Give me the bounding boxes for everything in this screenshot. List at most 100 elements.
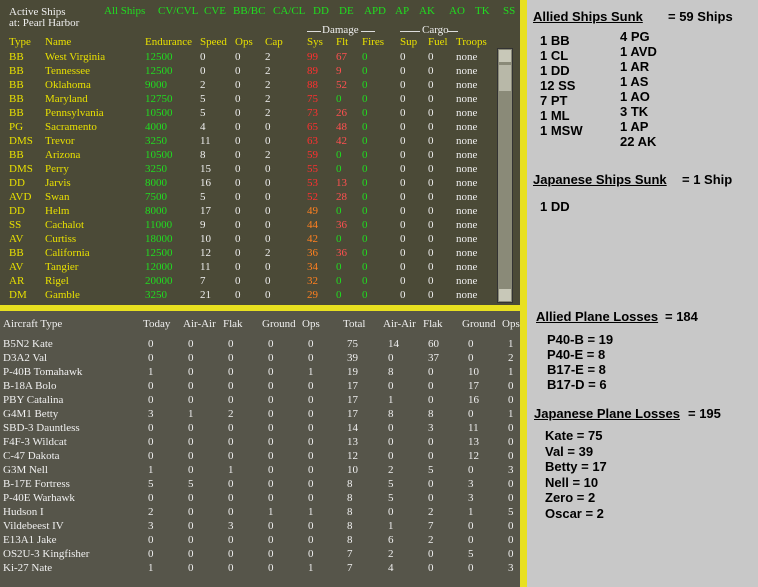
aircraft-cell: 0 [308, 380, 314, 392]
ship-name[interactable]: California [45, 247, 90, 259]
filter-tab[interactable]: APD [364, 5, 387, 17]
aircraft-name: P-40E Warhawk [3, 492, 75, 504]
aircraft-cell: 0 [468, 352, 474, 364]
ship-name: BB [9, 107, 24, 119]
aircraft-cell: 0 [468, 338, 474, 350]
aircraft-cell: 0 [188, 562, 194, 574]
ship-cell: 12750 [145, 93, 173, 105]
aircraft-cell: 0 [188, 450, 194, 462]
ship-cell: 0 [235, 275, 241, 287]
ship-name: DMS [9, 163, 33, 175]
filter-tab[interactable]: CV/CVL [158, 5, 199, 17]
ship-name[interactable]: Oklahoma [45, 79, 91, 91]
filter-tab[interactable]: CVE [204, 5, 226, 17]
ship-name[interactable]: Gamble [45, 289, 80, 301]
summary-item: P40-E = 8 [547, 347, 606, 362]
ship-name[interactable]: Maryland [45, 93, 88, 105]
aircraft-cell: 3 [428, 422, 434, 434]
column-header[interactable]: Endurance [145, 36, 193, 48]
ship-cell: 0 [428, 149, 434, 161]
scroll-up[interactable] [499, 50, 511, 62]
filter-tab[interactable]: AP [395, 5, 410, 17]
column-header[interactable]: Ops [235, 36, 253, 48]
column-header[interactable]: Speed [200, 36, 227, 48]
aircraft-cell: 0 [308, 422, 314, 434]
column-header: Ground [262, 318, 296, 330]
ship-cell: 0 [428, 289, 434, 301]
aircraft-name: G3M Nell [3, 464, 48, 476]
aircraft-name: Vildebeest IV [3, 520, 64, 532]
ship-name[interactable]: Tennessee [45, 65, 91, 77]
column-header[interactable]: Cap [265, 36, 283, 48]
aircraft-cell: 0 [428, 366, 434, 378]
ship-name[interactable]: Perry [45, 163, 69, 175]
column-header[interactable]: Fuel [428, 36, 448, 48]
aircraft-cell: 1 [268, 506, 274, 518]
ship-name[interactable]: Pennsylvania [45, 107, 104, 119]
filter-tab[interactable]: DE [339, 5, 354, 17]
ship-cell: 48 [336, 121, 347, 133]
ship-cell: 8 [200, 149, 206, 161]
ship-cell: 0 [400, 219, 406, 231]
filter-tab[interactable]: AO [449, 5, 465, 17]
column-header[interactable]: Flt [336, 36, 349, 48]
filter-tab[interactable]: SS [503, 5, 516, 17]
ship-name[interactable]: Curtiss [45, 233, 77, 245]
aircraft-cell: 0 [508, 534, 514, 546]
ship-name[interactable]: Trevor [45, 135, 75, 147]
aircraft-cell: 3 [508, 562, 514, 574]
ship-cell: 0 [265, 275, 271, 287]
ship-cell: 11000 [145, 219, 173, 231]
filter-tab[interactable]: All Ships [104, 5, 146, 17]
panel-title: Active Ships [9, 6, 66, 18]
aircraft-cell: 1 [148, 366, 154, 378]
ship-cell: 42 [336, 135, 347, 147]
ship-name[interactable]: Jarvis [45, 177, 71, 189]
column-header: Air-Air [183, 318, 216, 330]
ship-name[interactable]: Swan [45, 191, 70, 203]
column-header[interactable]: Sup [400, 36, 418, 48]
aircraft-cell: 0 [228, 436, 234, 448]
filter-tab[interactable]: DD [313, 5, 329, 17]
ship-cell: 12500 [145, 51, 173, 63]
ship-cell: 18000 [145, 233, 173, 245]
aircraft-name: PBY Catalina [3, 394, 64, 406]
ship-name[interactable]: Sacramento [45, 121, 97, 133]
filter-tab[interactable]: TK [475, 5, 490, 17]
scroll-thumb[interactable] [499, 65, 511, 91]
aircraft-cell: 0 [268, 338, 274, 350]
ship-name[interactable]: Rigel [45, 275, 69, 287]
scroll-down[interactable] [499, 289, 511, 301]
ship-name: BB [9, 149, 24, 161]
column-header[interactable]: Sys [307, 36, 323, 48]
column-header[interactable]: Fires [362, 36, 384, 48]
filter-tab[interactable]: CA/CL [273, 5, 306, 17]
ship-name[interactable]: Helm [45, 205, 70, 217]
filter-tab[interactable]: AK [419, 5, 435, 17]
column-header[interactable]: Name [45, 36, 72, 48]
aircraft-cell: 0 [508, 520, 514, 532]
ship-name[interactable]: Tangier [45, 261, 79, 273]
aircraft-cell: 13 [347, 436, 358, 448]
ship-cell: 2 [265, 247, 271, 259]
filter-tab[interactable]: BB/BC [233, 5, 266, 17]
ship-name: BB [9, 247, 24, 259]
ship-name[interactable]: Arizona [45, 149, 81, 161]
ship-name: DMS [9, 135, 33, 147]
column-header[interactable]: Type [9, 36, 31, 48]
ship-name[interactable]: West Virginia [45, 51, 106, 63]
ship-cell: 0 [362, 233, 368, 245]
ship-cell: 0 [362, 205, 368, 217]
ship-cell: 0 [428, 233, 434, 245]
ship-name[interactable]: Cachalot [45, 219, 85, 231]
ship-cell: 0 [428, 65, 434, 77]
aircraft-cell: 0 [148, 436, 154, 448]
column-header[interactable]: Troops [456, 36, 487, 48]
ship-cell: 29 [307, 289, 318, 301]
aircraft-cell: 2 [148, 506, 154, 518]
ship-cell: 2 [265, 51, 271, 63]
aircraft-cell: 0 [268, 562, 274, 574]
aircraft-cell: 0 [388, 422, 394, 434]
scrollbar[interactable] [497, 48, 513, 303]
aircraft-cell: 0 [228, 548, 234, 560]
